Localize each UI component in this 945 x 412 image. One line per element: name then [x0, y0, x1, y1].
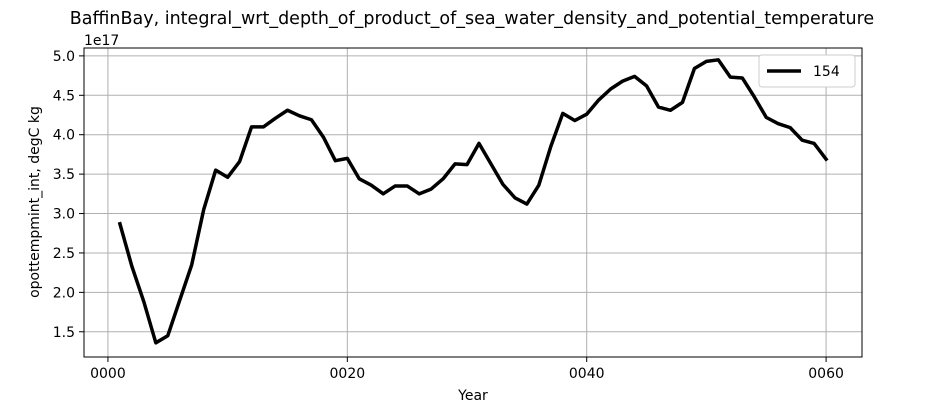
x-tick-label: 0060	[808, 366, 844, 382]
y-offset-label: 1e17	[84, 33, 119, 49]
plot-frame	[83, 47, 863, 358]
x-tick-label: 0000	[90, 366, 126, 382]
x-axis: 0000 0020 0040 0060	[90, 357, 844, 382]
legend: 154	[758, 54, 856, 88]
y-tick-label: 5.0	[53, 49, 75, 65]
legend-entry-154: 154	[813, 64, 840, 80]
y-tick-label: 1.5	[53, 325, 75, 341]
series-line-154	[117, 58, 829, 345]
y-axis-label: opottempmint_int, degC kg	[27, 106, 43, 298]
plot-area	[117, 58, 829, 345]
y-axis: 1.5 2.0 2.5 3.0 3.5 4.0 4.5 5.0	[53, 49, 84, 341]
y-tick-label: 3.0	[53, 207, 75, 223]
y-tick-label: 4.5	[53, 88, 75, 104]
x-tick-label: 0040	[569, 366, 605, 382]
grid-lines	[84, 48, 862, 357]
y-tick-label: 4.0	[53, 128, 75, 144]
y-tick-label: 2.0	[53, 285, 75, 301]
x-axis-label: Year	[457, 388, 488, 404]
y-tick-label: 3.5	[53, 167, 75, 183]
legend-box	[758, 54, 856, 88]
chart-title: BaffinBay, integral_wrt_depth_of_product…	[70, 9, 874, 29]
y-tick-label: 2.5	[53, 246, 75, 262]
x-tick-label: 0020	[330, 366, 366, 382]
